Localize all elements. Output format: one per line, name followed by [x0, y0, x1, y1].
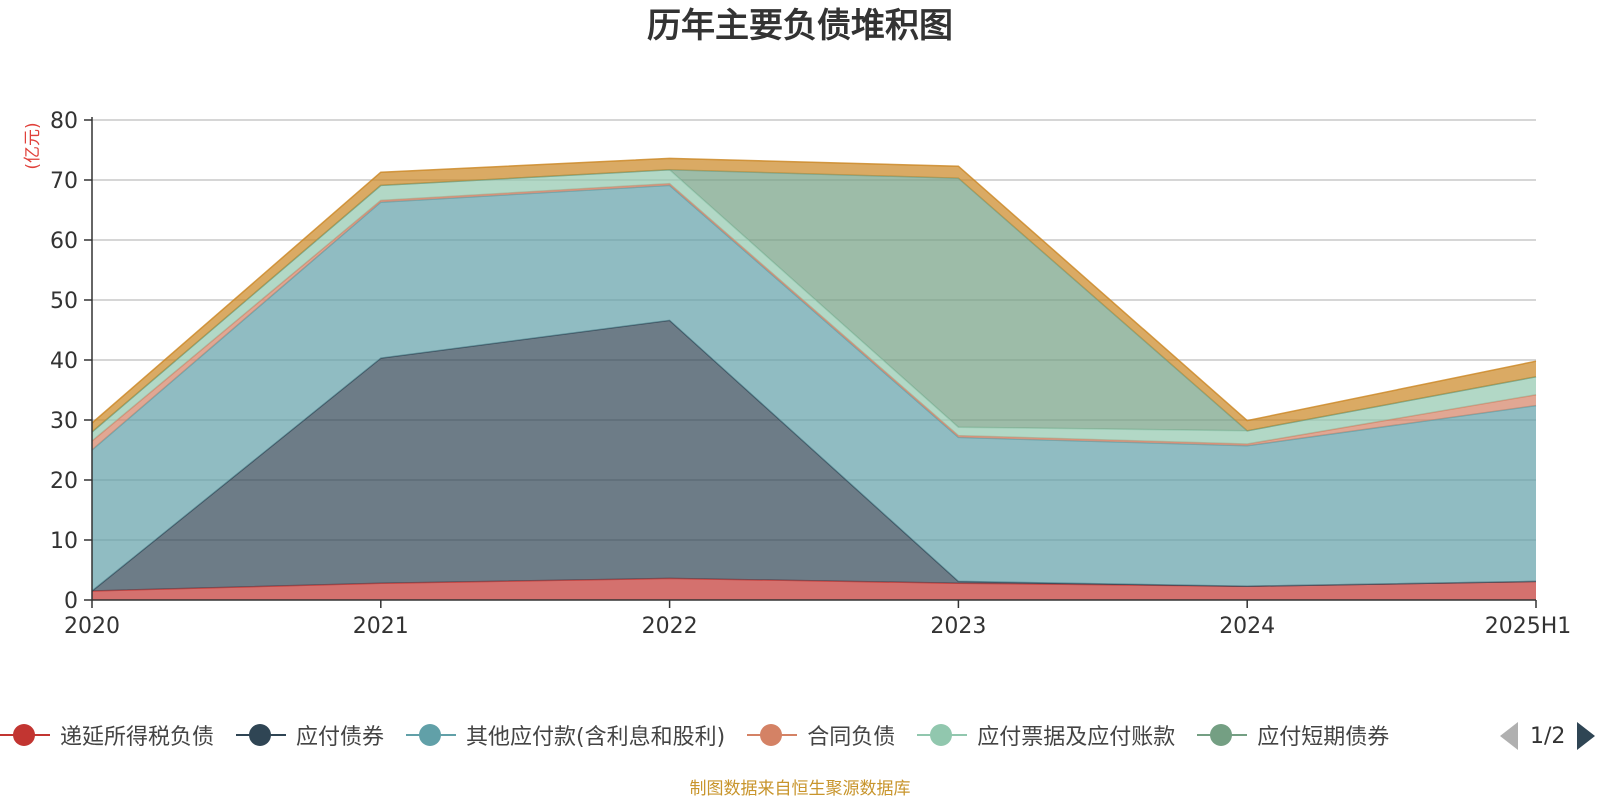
chart-title: 历年主要负债堆积图	[647, 6, 953, 46]
legend-label: 应付债券	[296, 725, 385, 750]
legend-marker-icon	[747, 723, 798, 747]
legend-item[interactable]: 其他应付款(含利息和股利)	[406, 719, 725, 751]
area-series-3	[92, 183, 1536, 450]
legend-item[interactable]: 合同负债	[747, 719, 895, 751]
area-series-line-6	[91, 157, 1537, 424]
area-series-4	[92, 169, 1536, 445]
legend-marker-dot	[1210, 724, 1233, 746]
y-tick-label: 80	[50, 109, 78, 134]
data-source-note: 制图数据来自恒生聚源数据库	[689, 779, 911, 799]
legend-marker-dot	[249, 724, 272, 746]
x-tick-label: 2023	[930, 614, 986, 639]
x-tick-label: 2022	[642, 614, 698, 639]
legend-marker-dot	[419, 724, 442, 746]
legend-label: 递延所得税负债	[60, 725, 215, 750]
area-series-6	[92, 158, 1536, 432]
chart-legend: 递延所得税负债 应付债券 其他应付款(含利息和股利) 合同负债 应付票据及应付账款 应付短…	[0, 713, 1411, 757]
area-series-2	[92, 185, 1536, 591]
legend-item[interactable]: 应付短期债券	[1197, 719, 1389, 751]
area-series-5	[92, 169, 1536, 433]
legend-marker-dot	[13, 724, 35, 746]
y-tick-label: 30	[50, 409, 78, 434]
legend-label: 合同负债	[807, 725, 896, 750]
legend-label: 应付短期债券	[1257, 725, 1390, 750]
x-tick-label: 2025H1	[1485, 614, 1572, 639]
legend-marker-icon	[406, 723, 457, 747]
legend-label: 其他应付款(含利息和股利)	[466, 725, 726, 750]
y-tick-label: 50	[50, 289, 78, 314]
legend-marker-dot	[930, 724, 953, 746]
legend-prev-arrow-icon[interactable]	[1500, 722, 1518, 750]
x-tick-label: 2021	[353, 614, 409, 639]
legend-marker-icon	[1197, 723, 1248, 747]
y-tick-label: 60	[50, 229, 78, 254]
y-tick-label: 70	[50, 169, 78, 194]
legend-marker-icon	[236, 723, 287, 747]
legend-marker-dot	[760, 724, 783, 746]
y-tick-label: 0	[64, 589, 78, 614]
y-tick-label: 20	[50, 469, 78, 494]
legend-pager: 1/2	[1500, 716, 1596, 756]
legend-marker-icon	[0, 723, 50, 747]
legend-item[interactable]: 递延所得税负债	[0, 719, 214, 751]
legend-page-indicator: 1/2	[1530, 723, 1566, 749]
y-tick-label: 10	[50, 529, 78, 554]
y-tick-label: 40	[50, 349, 78, 374]
legend-item[interactable]: 应付票据及应付账款	[917, 719, 1175, 751]
area-series-1	[92, 320, 1536, 591]
legend-marker-icon	[917, 723, 968, 747]
x-tick-label: 2020	[64, 614, 120, 639]
y-axis-unit: (亿元)	[23, 122, 43, 169]
legend-label: 应付票据及应付账款	[977, 725, 1176, 750]
legend-item[interactable]: 应付债券	[236, 719, 384, 751]
area-series-0	[92, 578, 1536, 600]
legend-next-arrow-icon[interactable]	[1577, 722, 1596, 750]
x-tick-label: 2024	[1219, 614, 1275, 639]
